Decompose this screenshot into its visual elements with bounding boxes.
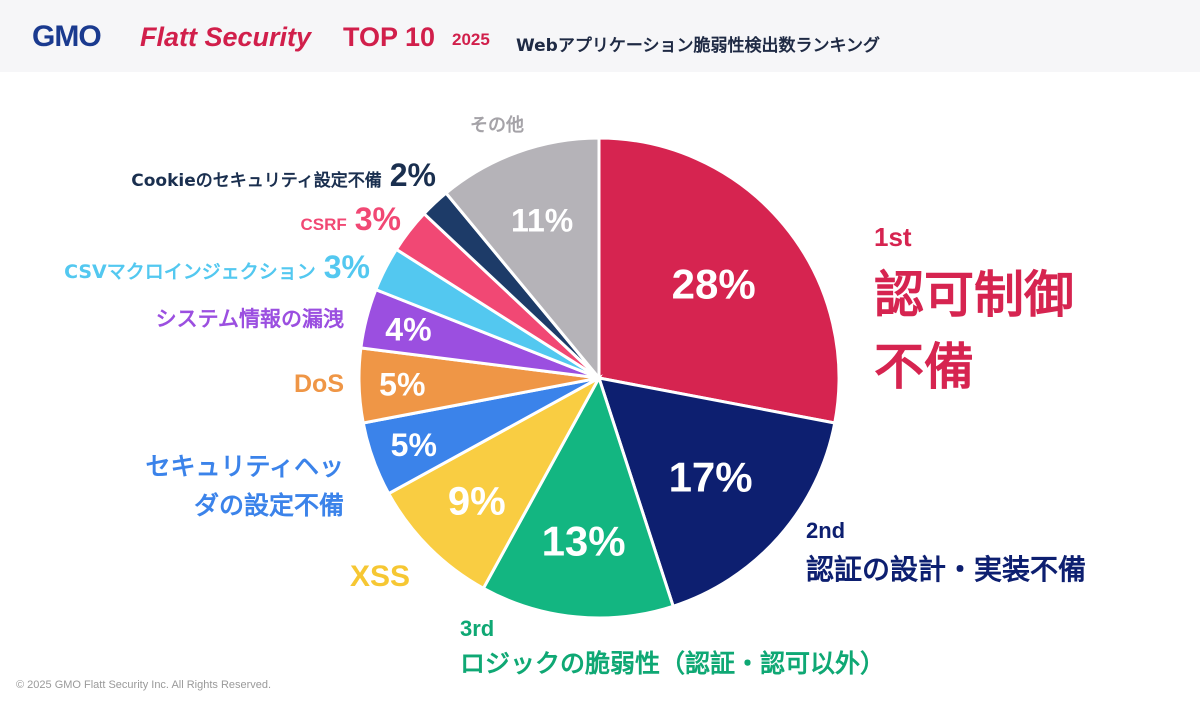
category-label-5b: ダの設定不備 [194,491,344,520]
pie-slice-pct-label-11: 11% [511,203,573,239]
pie-slice-4 [386,374,603,591]
brand-flatt-security-logo: Flatt Security [140,22,312,52]
category-label-5a: セキュリティヘッ [145,452,344,481]
rank-2-label: 2nd [806,518,845,543]
category-label-3: ロジックの脆弱性（認証・認可以外） [460,649,885,678]
category-label-11: その他 [470,114,524,136]
pie-slice-pct-label-1: 28% [672,260,756,307]
category-label-6: DoS [294,370,344,398]
year-label: 2025 [452,30,490,49]
chart-subtitle: Webアプリケーション脆弱性検出数ランキング [516,36,880,56]
pie-slice-pct-label-7: 4% [385,312,431,348]
copyright-text: © 2025 GMO Flatt Security Inc. All Right… [16,679,272,691]
pie-percentage-labels: 28% 17% 13% 9% 5% 5% 4% 11% [379,203,756,565]
category-label-1b: 不備 [874,338,974,396]
pie-slice-pct-label-3: 13% [542,518,626,565]
pie-slice-2 [596,376,837,609]
pie-slice-pct-label-5: 5% [391,427,437,463]
pie-slice-1 [597,136,841,425]
category-label-4: XSS [350,560,410,593]
category-label-9: CSRF 3% [300,201,401,237]
header-bar: GMO Flatt Security TOP 10 2025 Webアプリケーシ… [0,0,1200,72]
category-label-2: 認証の設計・実装不備 [806,553,1086,586]
category-label-7: システム情報の漏洩 [156,307,344,331]
rank-3-label: 3rd [460,616,494,641]
pie-slice-pct-label-2: 17% [669,454,753,501]
category-label-1a: 認可制御 [874,266,1074,324]
pie-slice-pct-label-4: 9% [448,480,506,524]
top10-title: TOP 10 [343,22,436,52]
pie-slice-3 [481,374,676,620]
category-label-8: CSVマクロインジェクション 3% [64,249,370,285]
rank-1-label: 1st [874,222,912,252]
pie-slice-11 [443,136,601,383]
brand-gmo-logo: GMO [32,20,102,53]
category-label-10: Cookieのセキュリティ設定不備 2% [131,157,436,193]
pie-slices [357,136,841,620]
pie-slice-pct-label-6: 5% [379,367,425,403]
